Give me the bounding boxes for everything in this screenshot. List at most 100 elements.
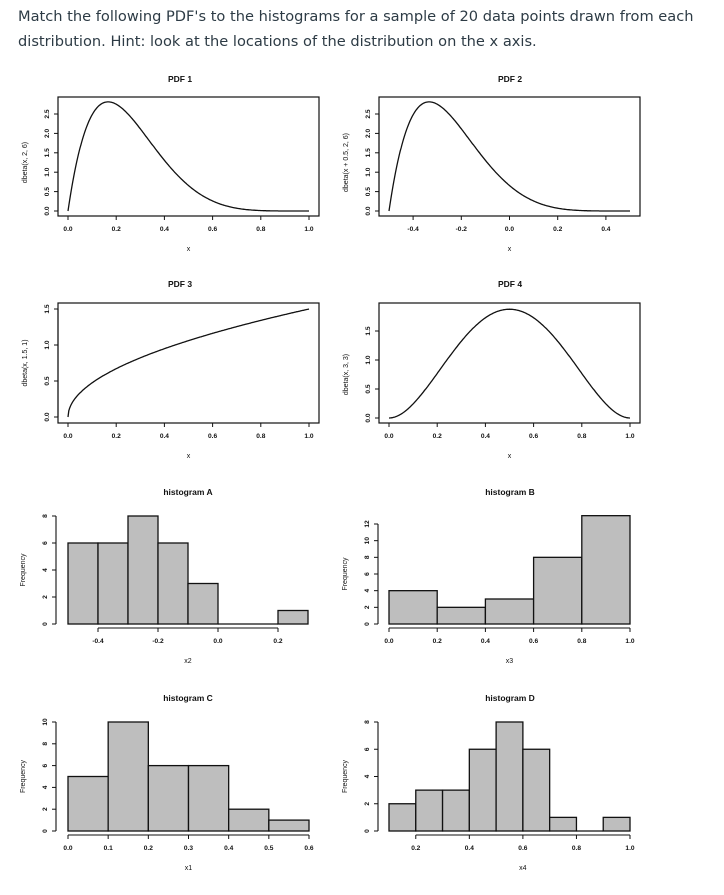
- x-tick-label: 0.8: [572, 845, 581, 852]
- x-tick-label: -0.2: [456, 226, 468, 233]
- chart-panel-5: histogram A -0.4 -0.2 0.0 0.2 x2 0 2 4 6 8 Frequenc…: [20, 487, 309, 665]
- x-tick-label: 1.0: [625, 845, 634, 852]
- x-tick-label: 0.1: [104, 845, 113, 852]
- x-tick-label: 0.2: [144, 845, 153, 852]
- histogram-bar: [415, 789, 444, 832]
- chart-title: histogram A: [163, 487, 212, 497]
- histogram-bar: [388, 803, 417, 832]
- y-tick-label: 6: [364, 747, 371, 751]
- x-tick-label: -0.4: [407, 226, 419, 233]
- x-tick-label: 0.4: [224, 845, 233, 852]
- y-tick-label: 6: [364, 572, 371, 576]
- y-axis-label: dbeta(x, 1.5, 1): [22, 339, 29, 386]
- x-tick-label: 1.0: [625, 433, 634, 440]
- chart-panel-4: PDF 4 0.0 0.2 0.4 0.6 0.8 1.0 x 0.0 0.5 1.0 1.5 dbet…: [343, 279, 641, 460]
- x-tick-label: 0.8: [256, 433, 265, 440]
- x-tick-label: 0.6: [208, 433, 217, 440]
- x-tick-label: 0.0: [63, 226, 72, 233]
- y-tick-label: 10: [42, 718, 49, 726]
- x-axis-label: x: [508, 453, 512, 460]
- x-axis-label: x: [187, 246, 191, 253]
- x-tick-label: 0.2: [553, 226, 562, 233]
- y-tick-label: 0: [42, 829, 49, 833]
- chart-title: histogram D: [485, 693, 535, 703]
- y-axis-label: dbeta(x + 0.5, 2, 6): [343, 133, 350, 192]
- y-tick-label: 1.0: [44, 340, 51, 349]
- y-tick-label: 1.0: [44, 167, 51, 176]
- x-tick-label: 0.6: [529, 638, 538, 645]
- y-tick-label: 2: [364, 605, 371, 609]
- x-tick-label: 0.0: [63, 845, 72, 852]
- y-tick-label: 6: [42, 541, 49, 545]
- y-tick-label: 2.5: [44, 109, 51, 118]
- x-tick-label: 0.8: [577, 638, 586, 645]
- y-tick-label: 0.0: [44, 206, 51, 215]
- y-tick-label: 12: [364, 520, 371, 528]
- y-tick-label: 4: [364, 774, 371, 778]
- y-axis-label: Frequency: [20, 759, 27, 793]
- y-tick-label: 1.0: [365, 167, 372, 176]
- x-tick-label: 0.0: [213, 638, 222, 645]
- x-axis-label: x3: [506, 658, 514, 665]
- y-tick-label: 1.5: [365, 148, 372, 157]
- chart-panel-3: PDF 3 0.0 0.2 0.4 0.6 0.8 1.0 x 0.0 0.5 1.0 1.5 dbet…: [22, 279, 320, 460]
- y-tick-label: 4: [42, 785, 49, 789]
- x-tick-label: 1.0: [304, 433, 313, 440]
- question-text: Match the following PDF's to the histogr…: [18, 8, 694, 50]
- x-tick-label: 0.6: [304, 845, 313, 852]
- y-tick-label: 1.0: [365, 355, 372, 364]
- x-tick-label: 0.2: [433, 433, 442, 440]
- x-tick-label: 0.2: [112, 226, 121, 233]
- x-tick-label: 0.0: [63, 433, 72, 440]
- x-tick-label: 0.2: [433, 638, 442, 645]
- y-tick-label: 8: [364, 555, 371, 559]
- x-tick-label: 0.6: [518, 845, 527, 852]
- histogram-bar: [107, 721, 149, 832]
- chart-title: histogram B: [485, 487, 535, 497]
- histogram-bar: [532, 556, 583, 625]
- y-tick-label: 8: [364, 720, 371, 724]
- y-tick-label: 2.0: [44, 128, 51, 137]
- chart-title: PDF 4: [498, 279, 522, 289]
- x-tick-label: 0.6: [208, 226, 217, 233]
- x-tick-label: 1.0: [304, 226, 313, 233]
- y-axis-label: dbeta(x, 2, 6): [22, 142, 29, 183]
- y-tick-label: 0.5: [44, 187, 51, 196]
- y-tick-label: 0.5: [365, 384, 372, 393]
- y-tick-label: 0: [42, 622, 49, 626]
- histogram-bar: [581, 515, 631, 625]
- plot-box: [57, 302, 320, 424]
- x-tick-label: -0.2: [152, 638, 164, 645]
- plot-box: [378, 302, 641, 424]
- histogram-bar: [97, 542, 129, 625]
- chart-title: PDF 2: [498, 74, 522, 84]
- y-tick-label: 0.5: [44, 376, 51, 385]
- y-tick-label: 2: [42, 807, 49, 811]
- x-axis-label: x2: [184, 658, 192, 665]
- x-tick-label: 0.8: [577, 433, 586, 440]
- histogram-bar: [388, 590, 438, 625]
- x-tick-label: 0.5: [264, 845, 273, 852]
- x-axis-label: x1: [185, 865, 193, 872]
- y-tick-label: 2.0: [365, 128, 372, 137]
- density-curve: [389, 308, 630, 419]
- y-tick-label: 4: [364, 589, 371, 593]
- x-tick-label: 0.4: [481, 638, 490, 645]
- y-tick-label: 10: [364, 537, 371, 545]
- histogram-bar: [67, 542, 99, 625]
- x-tick-label: 0.3: [184, 845, 193, 852]
- histogram-bar: [484, 598, 535, 625]
- x-tick-label: 0.2: [411, 845, 420, 852]
- density-curve: [67, 308, 310, 418]
- y-tick-label: 1.5: [365, 326, 372, 335]
- x-tick-label: 0.4: [160, 433, 169, 440]
- x-tick-label: 0.0: [384, 638, 393, 645]
- y-tick-label: 0: [364, 829, 371, 833]
- x-tick-label: 0.2: [112, 433, 121, 440]
- histogram-bar: [228, 808, 270, 832]
- plot-box: [57, 96, 320, 217]
- histogram-bar: [157, 542, 189, 625]
- y-tick-label: 2.5: [365, 109, 372, 118]
- chart-title: histogram C: [163, 693, 213, 703]
